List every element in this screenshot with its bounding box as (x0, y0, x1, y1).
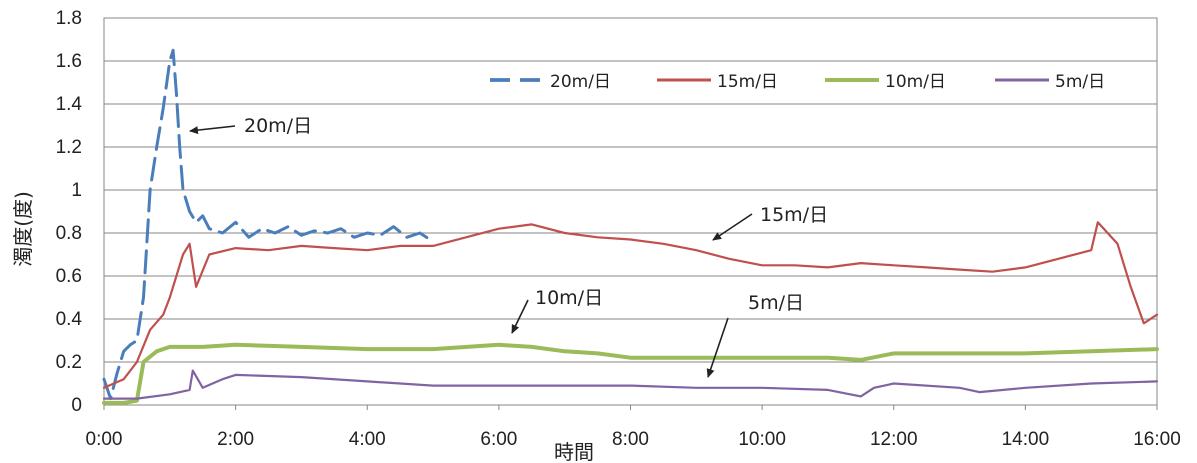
annotation-label: 20m/日 (244, 115, 312, 137)
annotation-label: 5m/日 (748, 292, 804, 314)
y-tick-label: 0.8 (56, 223, 82, 244)
y-tick-label: 1 (71, 180, 82, 201)
y-tick-label: 0 (71, 395, 82, 416)
annotations: 20m/日 15m/日 10m/日 5m/日 (189, 115, 828, 378)
y-tick-label: 0.2 (56, 352, 82, 373)
series-lines (102, 48, 1159, 405)
series-line (102, 342, 1159, 405)
y-tick-label: 1.2 (56, 137, 82, 158)
x-tick-label: 0:00 (86, 429, 123, 450)
x-tick-label: 12:00 (870, 429, 918, 450)
x-tick-label: 16:00 (1133, 429, 1181, 450)
annotation-arrow (712, 213, 753, 241)
annotation-arrow (189, 125, 236, 135)
legend-label: 10m/日 (885, 72, 946, 92)
y-tick-label: 0.4 (56, 309, 83, 330)
legend-label: 20m/日 (550, 72, 611, 92)
legend-label: 15m/日 (717, 72, 778, 92)
x-tick-label: 4:00 (349, 429, 386, 450)
series-line (102, 369, 1159, 400)
annotation-label: 15m/日 (760, 204, 828, 226)
x-tick-label: 6:00 (480, 429, 517, 450)
x-tick-label: 2:00 (217, 429, 254, 450)
y-axis-label: 濁度(度) (11, 191, 35, 267)
legend-label: 5m/日 (1055, 72, 1105, 92)
y-tick-label: 1.4 (56, 94, 83, 115)
y-tick-label: 1.8 (56, 8, 82, 29)
y-tick-label: 0.6 (56, 266, 82, 287)
annotation-arrow (706, 317, 729, 378)
x-tick-label: 14:00 (1002, 429, 1050, 450)
annotation-arrow (511, 299, 529, 334)
annotation-label: 10m/日 (535, 287, 603, 309)
x-axis-label: 時間 (554, 440, 594, 463)
x-tick-labels: 0:00 2:00 4:00 6:00 8:00 10:00 12:00 14:00 16:00 (86, 429, 1181, 450)
y-tick-labels: 0 0.2 0.4 0.6 0.8 1 1.2 1.4 1.6 1.8 (56, 8, 83, 416)
series-line (102, 48, 435, 401)
x-tick-label: 10:00 (738, 429, 786, 450)
grid-lines (104, 17, 1157, 363)
series-line (102, 221, 1159, 389)
axes (103, 17, 1158, 410)
legend: 20m/日 15m/日 10m/日 5m/日 (490, 72, 1105, 92)
y-tick-label: 1.6 (56, 51, 82, 72)
x-tick-label: 8:00 (612, 429, 649, 450)
